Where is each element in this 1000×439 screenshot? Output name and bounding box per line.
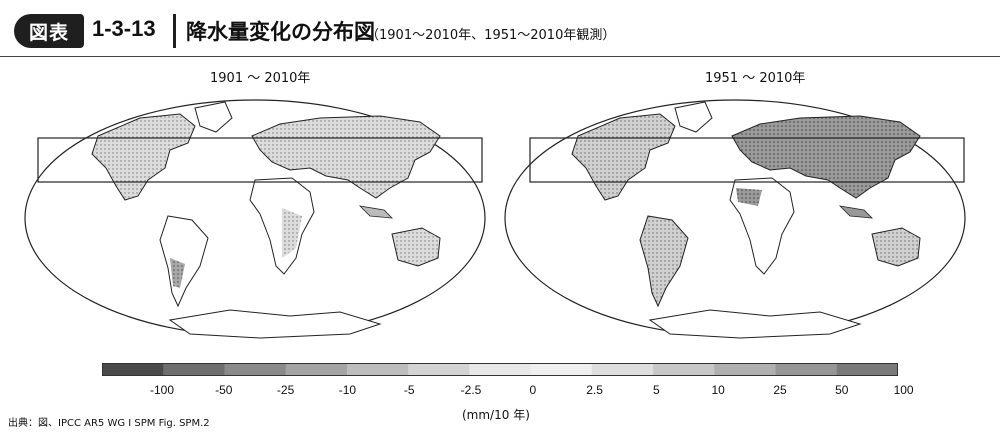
colorbar-tick-label: -2.5 (460, 383, 482, 397)
antarctica (648, 309, 862, 339)
indonesia (358, 205, 394, 219)
figure-badge: 図表 (14, 14, 84, 48)
colorbar-swatch (591, 363, 654, 376)
colorbar-swatch (714, 363, 777, 376)
north-america (91, 113, 196, 201)
colorbar-swatch (408, 363, 470, 376)
colorbar-swatch (346, 363, 409, 376)
colorbar-tick-label: -5 (403, 383, 415, 397)
colorbar-swatch (224, 363, 287, 376)
left-precipitation-map (24, 99, 486, 339)
eurasia (731, 115, 921, 199)
colorbar-tick-label: 2.5 (586, 383, 603, 397)
greenland (674, 101, 713, 133)
left-map-title: 1901 〜 2010年 (210, 71, 311, 86)
colorbar-swatch (775, 363, 838, 376)
africa-shade (282, 208, 302, 258)
indonesia (838, 205, 874, 219)
title-divider (173, 14, 176, 48)
colorbar-tick-label: 5 (653, 383, 660, 397)
colorbar-tick-label: 10 (711, 383, 725, 397)
header-rule (0, 56, 1000, 57)
source-note: 出典：図、IPCC AR5 WG Ⅰ SPM Fig. SPM.2 (8, 418, 210, 429)
colorbar-tick-label: -50 (215, 383, 233, 397)
figure-header: 図表 1-3-13 降水量変化の分布図 （1901〜2010年、1951〜201… (0, 0, 1000, 58)
colorbar-swatch (163, 363, 225, 376)
colorbar-swatch (653, 363, 715, 376)
colorbar-tick-label: 0 (529, 383, 537, 397)
north-america (571, 113, 676, 201)
colorbar-tick-label: -100 (149, 383, 175, 397)
colorbar-swatch (285, 363, 348, 376)
colorbar-tick-label: -25 (276, 383, 295, 397)
eurasia (251, 115, 441, 199)
south-america (159, 215, 209, 308)
latitude-band-box (37, 137, 483, 183)
africa-shade (736, 188, 762, 206)
precipitation-colorbar (102, 363, 898, 376)
figure-number: 1-3-13 (92, 16, 156, 41)
colorbar-swatch (530, 363, 593, 376)
figure-title: 降水量変化の分布図 (186, 20, 375, 44)
colorbar-tick-label: 100 (893, 383, 914, 397)
figure-subtitle: （1901〜2010年、1951〜2010年観測） (366, 28, 616, 43)
australia (391, 227, 441, 267)
colorbar-tick-label: 50 (835, 383, 849, 397)
south-america-shade (170, 258, 185, 288)
colorbar-tick-label: -10 (338, 383, 357, 397)
colorbar-tick-label: 25 (773, 383, 787, 397)
colorbar-swatch (469, 363, 532, 376)
right-map-title: 1951 〜 2010年 (705, 71, 806, 86)
australia (871, 227, 921, 267)
antarctica (168, 309, 382, 339)
colorbar-swatch (836, 363, 898, 376)
south-america (639, 215, 689, 308)
greenland (194, 101, 233, 133)
colorbar-units: (mm/10 年) (462, 408, 530, 422)
latitude-band-box (529, 137, 965, 183)
colorbar-swatch (102, 363, 164, 376)
right-precipitation-map (504, 99, 966, 339)
